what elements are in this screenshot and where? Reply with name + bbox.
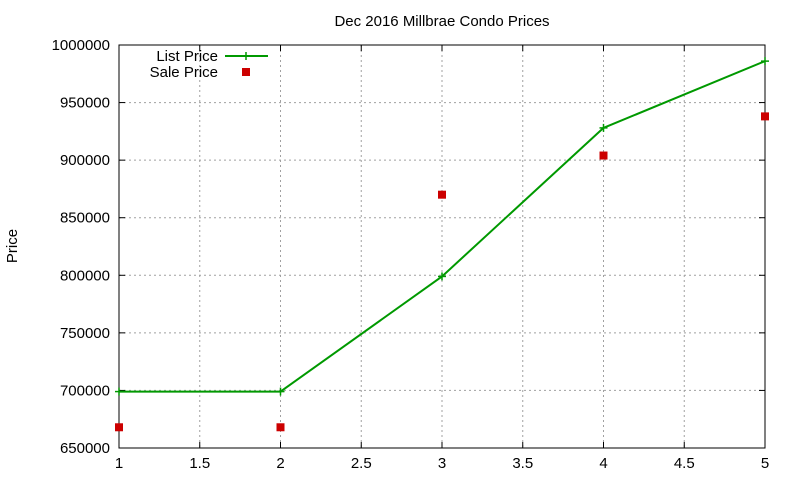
sale-price-point [276,423,285,432]
legend-marker-list-price [242,52,250,60]
sale-price-point [115,423,123,432]
y-tick-label: 750000 [60,325,110,342]
axis-ticks: 1 1.5 2 2.5 3 3.5 4 4.5 5 650000 700000 750000 80000… [52,37,770,472]
x-tick-label: 1 [115,455,123,472]
x-tick-label: 5 [761,455,769,472]
legend-label-sale-price: Sale Price [150,64,218,81]
y-tick-label: 850000 [60,210,110,227]
grid [119,45,765,448]
sale-price-point [761,112,769,121]
chart-title: Dec 2016 Millbrae Condo Prices [334,13,549,30]
x-tick-label: 2 [276,455,284,472]
y-tick-label: 700000 [60,382,110,399]
y-axis-label: Price [4,229,21,263]
legend-marker-sale-price [242,68,250,76]
y-tick-label: 950000 [60,95,110,112]
x-tick-label: 2.5 [351,455,372,472]
x-tick-label: 3.5 [512,455,533,472]
sale-price-point [599,151,608,160]
legend: List Price Sale Price [150,48,268,81]
sale-price-point [438,190,446,199]
legend-label-list-price: List Price [156,48,218,65]
x-tick-label: 4 [599,455,607,472]
y-tick-label: 1000000 [52,37,110,54]
y-tick-label: 900000 [60,152,110,169]
x-tick-label: 1.5 [189,455,210,472]
x-tick-label: 3 [438,455,446,472]
y-tick-label: 650000 [60,440,110,457]
series [115,57,769,432]
x-tick-label: 4.5 [674,455,695,472]
y-tick-label: 800000 [60,267,110,284]
